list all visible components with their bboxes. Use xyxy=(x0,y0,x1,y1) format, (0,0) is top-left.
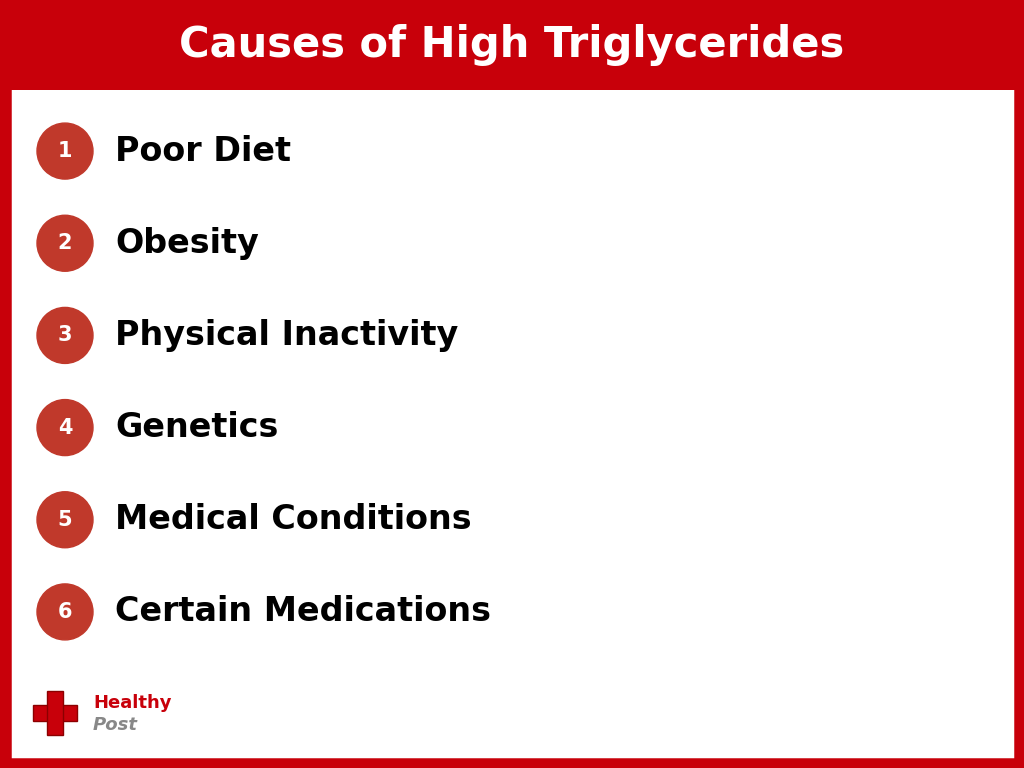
Circle shape xyxy=(37,399,93,455)
Text: Physical Inactivity: Physical Inactivity xyxy=(115,319,459,352)
Circle shape xyxy=(37,492,93,548)
Circle shape xyxy=(37,123,93,179)
Text: Poor Diet: Poor Diet xyxy=(115,134,291,167)
FancyBboxPatch shape xyxy=(0,0,1024,90)
Text: Medical Conditions: Medical Conditions xyxy=(115,503,472,536)
Text: Post: Post xyxy=(93,716,138,734)
Text: 6: 6 xyxy=(57,602,73,622)
Text: 1: 1 xyxy=(57,141,73,161)
Circle shape xyxy=(37,307,93,363)
Text: 4: 4 xyxy=(57,418,73,438)
Text: 5: 5 xyxy=(57,510,73,530)
FancyBboxPatch shape xyxy=(0,90,8,768)
Text: Genetics: Genetics xyxy=(115,411,279,444)
Text: 3: 3 xyxy=(57,326,73,346)
Text: Causes of High Triglycerides: Causes of High Triglycerides xyxy=(179,24,845,66)
Text: Obesity: Obesity xyxy=(115,227,259,260)
Text: Healthy: Healthy xyxy=(93,694,171,712)
FancyBboxPatch shape xyxy=(47,691,63,735)
Circle shape xyxy=(37,584,93,640)
Text: Certain Medications: Certain Medications xyxy=(115,595,490,628)
Circle shape xyxy=(37,215,93,271)
FancyBboxPatch shape xyxy=(33,705,77,721)
Text: 2: 2 xyxy=(57,233,73,253)
